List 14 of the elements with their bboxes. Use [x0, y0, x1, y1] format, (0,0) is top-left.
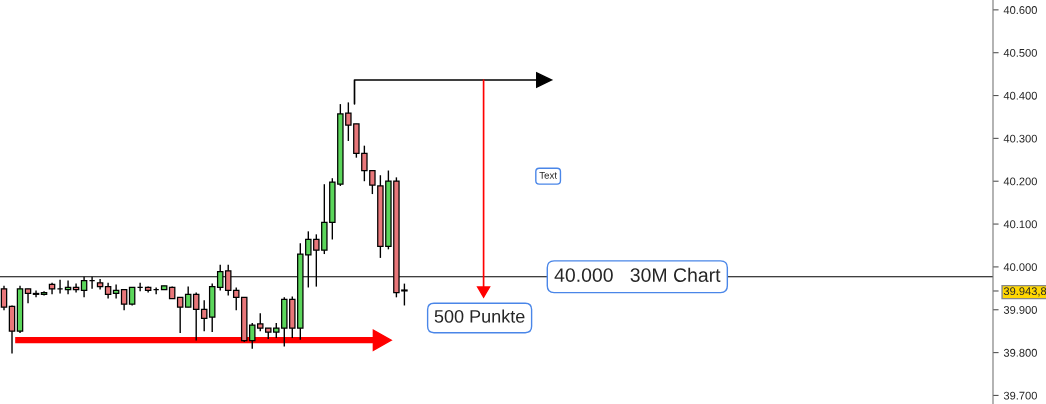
y-tick-label: 39.700 [1003, 391, 1037, 400]
y-tick-label: 40.500 [1003, 48, 1037, 57]
y-tick-label: 39.943,8 [1003, 287, 1046, 297]
y-tick-label: 40.600 [1003, 6, 1037, 14]
ref-line-label: 40.000 30M Chart [554, 267, 721, 282]
y-tick-label: 39.900 [1003, 306, 1037, 314]
y-tick-label: 40.300 [1003, 134, 1037, 143]
y-tick-label: 39.800 [1003, 348, 1037, 357]
y-tick-label: 40.100 [1003, 220, 1037, 229]
annotation: Text [539, 171, 557, 179]
annotation: 500 Punkte [434, 309, 525, 323]
y-tick-label: 40.200 [1003, 177, 1037, 186]
y-tick-label: 40.400 [1003, 91, 1037, 100]
y-tick-label: 40.000 [1003, 263, 1037, 272]
